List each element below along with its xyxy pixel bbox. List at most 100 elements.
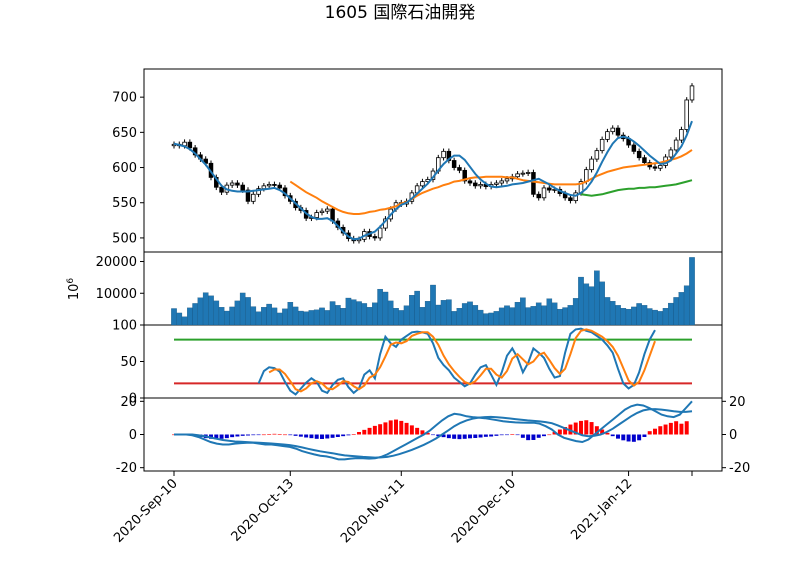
macd-histogram-bar — [304, 434, 309, 438]
macd-histogram-bar — [388, 420, 393, 435]
candle-body — [673, 139, 679, 151]
candle-body — [499, 180, 504, 184]
volume-bar — [356, 301, 362, 326]
candle-body — [319, 210, 325, 213]
volume-bar — [525, 307, 531, 326]
macd-histogram-bar — [346, 434, 351, 436]
candle-body — [547, 187, 552, 191]
volume-bar — [456, 308, 463, 326]
macd-histogram-bar — [372, 425, 377, 435]
candle-body — [467, 180, 473, 184]
macd-histogram-bar — [547, 434, 552, 436]
volume-bar — [366, 307, 373, 326]
price-y-tick-label: 650 — [112, 126, 137, 141]
volume-bar — [583, 283, 590, 326]
candle-body — [462, 169, 467, 182]
volume-bar — [298, 310, 304, 326]
macd-histogram-bar — [563, 427, 568, 435]
macd-histogram-bar — [320, 434, 324, 439]
macd-histogram-bar — [219, 434, 224, 439]
candle-body — [679, 129, 684, 141]
volume-bar — [387, 300, 394, 326]
volume-bar — [287, 301, 294, 326]
macd-histogram-bar — [552, 432, 557, 435]
volume-bar — [662, 308, 669, 326]
macd-histogram-bar — [425, 432, 430, 435]
candle-body — [451, 160, 457, 168]
macd-histogram-bar — [283, 434, 287, 436]
volume-bar — [609, 301, 616, 326]
x-tick-label: 2021-Jan-12 — [568, 476, 635, 543]
stoch-d-line — [268, 328, 656, 393]
volume-bar — [625, 308, 632, 326]
ma-long-line — [580, 179, 693, 197]
volume-bar — [393, 308, 399, 326]
macd-histogram-bar — [674, 421, 679, 435]
volume-bar — [472, 305, 479, 326]
volume-bar — [308, 310, 315, 326]
volume-bar — [520, 297, 526, 326]
macd-signal-line — [174, 408, 693, 459]
macd-histogram-bar — [573, 422, 578, 435]
macd-histogram-bar — [631, 434, 636, 442]
macd-histogram-bar — [277, 434, 282, 435]
candle-body — [615, 127, 621, 136]
volume-bar — [467, 301, 473, 326]
stoch-y-tick-label: 100 — [112, 319, 137, 334]
volume-bar — [657, 311, 664, 326]
volume-bar — [234, 300, 241, 326]
macd-histogram-bar — [579, 420, 583, 435]
volume-bar — [372, 302, 378, 326]
candle-body — [277, 184, 282, 189]
volume-bar — [451, 311, 457, 326]
macd-histogram-bar — [415, 427, 420, 435]
price-panel: 500 550 600 650 700 — [112, 83, 695, 246]
macd-histogram-bar — [616, 434, 620, 439]
macd-histogram-bar — [621, 434, 626, 441]
volume-bar — [187, 307, 193, 326]
macd-histogram-bar — [446, 434, 451, 439]
macd-y-right-tick-label: 20 — [729, 395, 746, 410]
volume-bar — [477, 309, 484, 326]
macd-histogram-bar — [235, 434, 240, 437]
volume-bar — [197, 297, 204, 326]
candle-body — [642, 157, 647, 164]
macd-histogram-bar — [378, 424, 383, 435]
candle-body — [372, 236, 378, 239]
macd-histogram-bar — [584, 420, 589, 435]
volume-bar — [292, 306, 299, 326]
macd-histogram-bar — [483, 434, 488, 437]
volume-bar — [403, 305, 410, 326]
macd-histogram-bar — [489, 434, 494, 437]
macd-histogram-bar — [610, 434, 615, 437]
volume-bar — [498, 307, 505, 326]
x-tick-label: 2020-Nov-11 — [338, 476, 408, 546]
volume-bar — [229, 306, 235, 326]
volume-bar — [567, 305, 574, 326]
macd-histogram-bar — [637, 434, 642, 441]
volume-bar — [488, 312, 494, 326]
macd-histogram-bar — [531, 434, 536, 440]
volume-bar — [340, 308, 346, 326]
candle-body — [478, 184, 483, 187]
candle-body — [605, 131, 610, 140]
macd-histogram-bar — [542, 434, 546, 437]
candle-body — [325, 208, 330, 212]
x-tick-label: 2020-Oct-13 — [229, 476, 297, 544]
candle-body — [636, 150, 642, 159]
macd-histogram-bar — [653, 428, 657, 435]
macd-histogram-bar — [526, 434, 531, 441]
volume-bar — [255, 311, 262, 326]
volume-bar — [631, 306, 637, 326]
volume-bar — [419, 307, 426, 326]
volume-bar — [350, 299, 357, 326]
candle-body — [219, 186, 224, 193]
candle-body — [457, 167, 462, 171]
price-y-tick-label: 600 — [112, 161, 137, 176]
macd-histogram-bar — [246, 434, 250, 436]
candle-body — [504, 178, 510, 182]
macd-histogram-bar — [399, 420, 404, 435]
macd-histogram-bar — [267, 434, 272, 435]
volume-bar — [620, 308, 627, 326]
